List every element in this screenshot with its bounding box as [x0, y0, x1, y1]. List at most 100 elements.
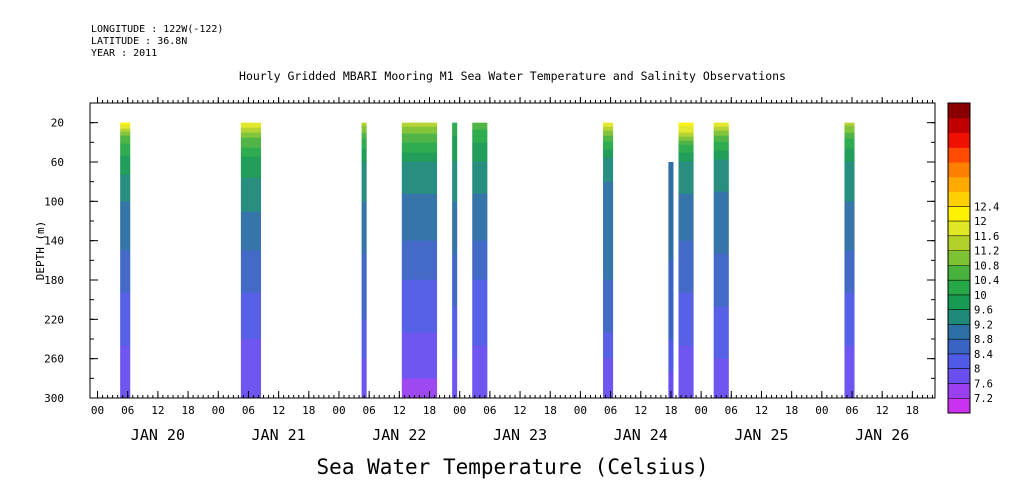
temperature-cell [603, 162, 614, 164]
temperature-cell [668, 175, 674, 177]
temperature-cell [603, 230, 614, 232]
temperature-cell [361, 231, 367, 233]
temperature-cell [240, 231, 262, 233]
temperature-cell [361, 316, 367, 318]
temperature-cell [713, 275, 729, 277]
temperature-cell [120, 247, 131, 249]
temperature-cell [603, 299, 614, 301]
temperature-cell [713, 255, 729, 257]
temperature-cell [603, 294, 614, 296]
temperature-cell [472, 136, 488, 138]
temperature-cell [401, 146, 438, 148]
temperature-cell [603, 253, 614, 255]
temperature-cell [668, 181, 674, 183]
temperature-cell [713, 286, 729, 288]
temperature-cell [713, 202, 729, 204]
x-day-label: JAN 20 [131, 426, 185, 444]
temperature-cell [361, 151, 367, 153]
temperature-cell [120, 375, 131, 377]
temperature-cell [401, 154, 438, 156]
temperature-cell [713, 239, 729, 241]
temperature-cell [361, 142, 367, 144]
temperature-cell [713, 136, 729, 138]
temperature-cell [603, 212, 614, 214]
temperature-cell [401, 165, 438, 167]
temperature-cell [603, 320, 614, 322]
temperature-cell [844, 177, 855, 179]
temperature-cell [401, 332, 438, 334]
temperature-cell [668, 371, 674, 373]
temperature-cell [472, 324, 488, 326]
temperature-cell [361, 227, 367, 229]
temperature-cell [240, 393, 262, 395]
temperature-cell [120, 305, 131, 307]
temperature-cell [603, 175, 614, 177]
temperature-cell [120, 214, 131, 216]
temperature-cell [713, 366, 729, 368]
temperature-cell [603, 123, 614, 125]
temperature-cell [844, 274, 855, 276]
temperature-cell [120, 290, 131, 292]
temperature-cell [401, 242, 438, 244]
temperature-cell [844, 330, 855, 332]
temperature-cell [472, 262, 488, 264]
temperature-cell [452, 390, 458, 392]
temperature-cell [452, 245, 458, 247]
temperature-cell [452, 270, 458, 272]
temperature-cell [452, 324, 458, 326]
temperature-cell [678, 156, 694, 158]
temperature-cell [844, 374, 855, 376]
temperature-cell [668, 299, 674, 301]
temperature-cell [844, 243, 855, 245]
temperature-cell [452, 235, 458, 237]
temperature-cell [603, 300, 614, 302]
temperature-cell [844, 257, 855, 259]
temperature-cell [844, 290, 855, 292]
temperature-cell [713, 379, 729, 381]
temperature-cell [678, 265, 694, 267]
temperature-cell [361, 303, 367, 305]
temperature-cell [472, 178, 488, 180]
temperature-cell [361, 153, 367, 155]
temperature-cell [361, 238, 367, 240]
temperature-cell [401, 140, 438, 142]
temperature-cell [668, 343, 674, 345]
temperature-cell [678, 199, 694, 201]
temperature-cell [452, 229, 458, 231]
temperature-cell [668, 266, 674, 268]
temperature-cell [452, 177, 458, 179]
temperature-cell [401, 331, 438, 333]
temperature-cell [678, 387, 694, 389]
temperature-cell [452, 221, 458, 223]
temperature-cell [452, 368, 458, 370]
temperature-cell [678, 341, 694, 343]
temperature-cell [603, 343, 614, 345]
temperature-cell [120, 199, 131, 201]
temperature-cell [401, 147, 438, 149]
temperature-cell [668, 211, 674, 213]
temperature-cell [844, 327, 855, 329]
temperature-cell [668, 257, 674, 259]
temperature-cell [361, 383, 367, 385]
temperature-cell [603, 303, 614, 305]
temperature-cell [452, 213, 458, 215]
temperature-cell [713, 133, 729, 135]
temperature-cell [472, 260, 488, 262]
temperature-cell [472, 184, 488, 186]
temperature-cell [240, 166, 262, 168]
temperature-cell [361, 347, 367, 349]
temperature-cell [603, 233, 614, 235]
temperature-cell [844, 199, 855, 201]
temperature-cell [361, 262, 367, 264]
temperature-cell [678, 364, 694, 366]
temperature-cell [713, 298, 729, 300]
temperature-cell [668, 284, 674, 286]
temperature-cell [401, 329, 438, 331]
temperature-cell [452, 262, 458, 264]
temperature-cell [361, 187, 367, 189]
temperature-cell [844, 176, 855, 178]
temperature-cell [452, 148, 458, 150]
temperature-cell [361, 387, 367, 389]
temperature-cell [668, 328, 674, 330]
temperature-cell [713, 301, 729, 303]
